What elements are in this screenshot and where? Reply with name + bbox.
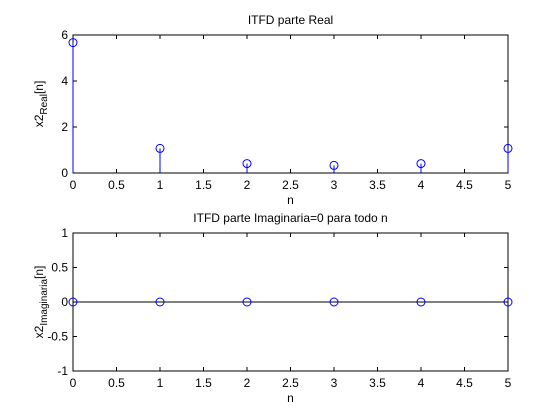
axes-box [72,34,509,174]
y-axis-label-subscript: Imaginaria [39,279,50,326]
x-tick-label: 4 [418,376,425,390]
x-tick-label: 3 [331,178,338,192]
x-tick-label: 2 [244,178,251,192]
y-axis-label-base: x2 [32,325,46,338]
stem-marker [503,297,513,307]
y-tick-label: 0.5 [51,261,68,275]
x-tick-label: 1.5 [195,178,212,192]
stem-marker [155,297,165,307]
y-axis-label: x2Imaginaria[n] [32,266,50,339]
y-axis-label-base: x2 [32,114,46,127]
x-tick-label: 0 [70,376,77,390]
x-tick-label: 1 [157,178,164,192]
stem-marker [155,143,165,153]
x-tick-label: 3.5 [369,376,386,390]
stem-marker [503,143,513,153]
y-tick-label: 0 [61,166,68,180]
x-tick-label: 4.5 [456,178,473,192]
y-axis-label-suffix: [n] [32,266,46,279]
chart-title: ITFD parte Imaginaria=0 para todo n [193,211,387,225]
x-tick-label: 1.5 [195,376,212,390]
x-tick-label: 4 [418,178,425,192]
x-tick-label: 0 [70,178,77,192]
stem-marker [329,297,339,307]
x-tick-label: 1 [157,376,164,390]
subplot-2: 0 0.5 1 1.5 2 2.5 3 3.5 4 4.5 5 -1 -0.5 0 0.5 1 ITFD par… [32,211,513,405]
y-axis-label: x2Real[n] [32,81,50,128]
subplot-1: 0 0.5 1 1.5 2 2.5 3 3.5 4 4.5 5 0 2 4 6 ITFD parte Real… [32,13,513,207]
stem-marker [416,297,426,307]
stem-marker [416,159,426,169]
y-tick-label: -0.5 [47,330,68,344]
x-tick-label: 4.5 [456,376,473,390]
stem-marker [242,297,252,307]
x-tick-label: 2.5 [282,178,299,192]
chart-title: ITFD parte Real [248,13,333,27]
stem-marker [329,160,339,170]
stem-marker [68,297,78,307]
x-tick-label: 5 [505,376,512,390]
x-tick-label: 2 [244,376,251,390]
x-tick-label: 5 [505,178,512,192]
y-tick-label: -1 [57,364,68,378]
y-tick-label: 4 [61,74,68,88]
y-axis-label-suffix: [n] [32,81,46,94]
y-axis-label-subscript: Real [39,94,50,115]
x-tick-label: 0.5 [108,178,125,192]
stem-marker [242,159,252,169]
x-tick-label: 3 [331,376,338,390]
x-axis-label: n [287,193,294,207]
y-tick-label: 1 [61,226,68,240]
y-tick-label: 6 [61,28,68,42]
y-tick-label: 0 [61,295,68,309]
stem-marker [68,38,78,48]
x-axis-label: n [287,391,294,405]
x-tick-label: 0.5 [108,376,125,390]
y-tick-label: 2 [61,120,68,134]
x-tick-label: 2.5 [282,376,299,390]
x-tick-label: 3.5 [369,178,386,192]
